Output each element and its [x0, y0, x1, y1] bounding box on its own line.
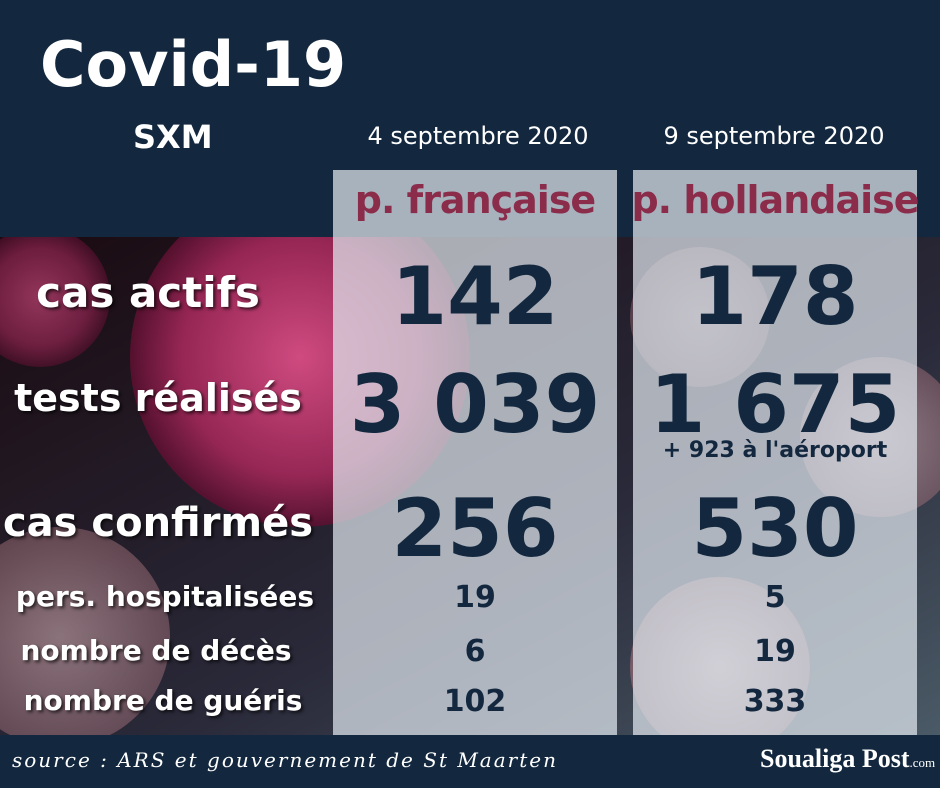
brand-suffix: .com [909, 755, 936, 770]
subtitle: SXM [133, 118, 213, 156]
cell-value: 333 [743, 684, 807, 719]
cell-value: 256 [391, 482, 559, 575]
column-date: 9 septembre 2020 [663, 122, 885, 150]
cell-value: 5 [764, 580, 786, 615]
column-date: 4 septembre 2020 [367, 122, 589, 150]
cell-value: 178 [691, 250, 859, 343]
cell-value: 102 [443, 684, 507, 719]
cell-value: 142 [391, 250, 559, 343]
brand-name: Soualiga Post [760, 744, 910, 773]
cell-value: 6 [464, 634, 486, 669]
row-label: cas confirmés [2, 500, 314, 546]
row-label: tests réalisés [14, 376, 302, 420]
title: Covid-19 [40, 28, 347, 101]
cell-note: + 923 à l'aéroport [662, 438, 888, 463]
row-label: pers. hospitalisées [15, 580, 315, 613]
brand: Soualiga Post.com [760, 744, 935, 774]
row-label: cas actifs [36, 268, 260, 317]
column-panel [633, 170, 917, 735]
virus [0, 527, 170, 735]
column-header: p. hollandaise [631, 178, 919, 222]
virus [0, 237, 110, 367]
cell-value: 1 675 [649, 358, 901, 451]
row-label: nombre de décès [20, 634, 292, 667]
cell-value: 19 [754, 634, 796, 669]
column-header: p. française [354, 178, 596, 222]
source: source : ARS et gouvernement de St Maart… [12, 748, 558, 772]
cell-value: 19 [454, 580, 496, 615]
cell-value: 530 [691, 482, 859, 575]
row-label: nombre de guéris [23, 684, 303, 717]
cell-value: 3 039 [349, 358, 601, 451]
column-panel [333, 170, 617, 735]
